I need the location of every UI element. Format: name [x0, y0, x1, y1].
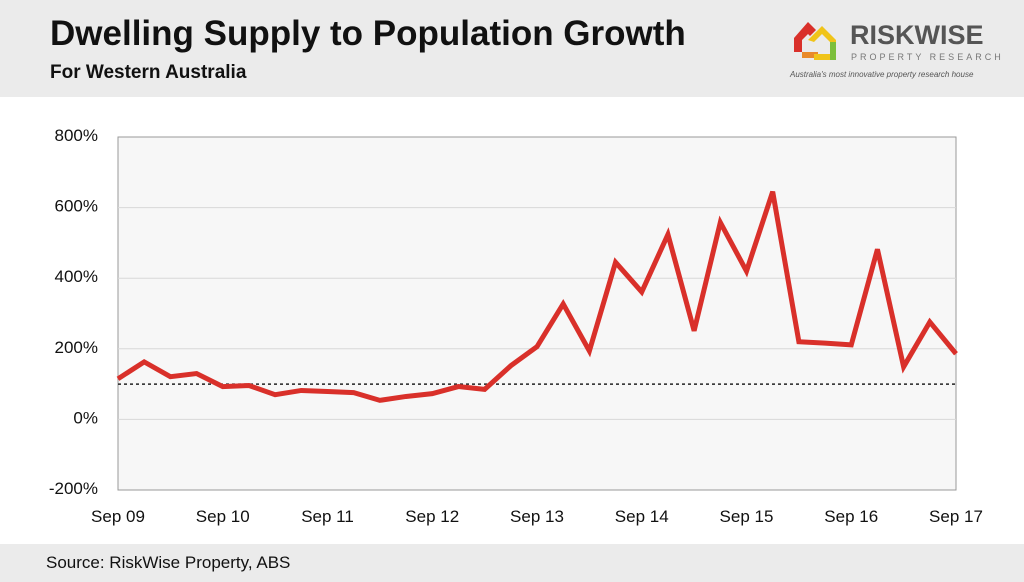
- chart-subtitle: For Western Australia: [50, 62, 247, 83]
- y-tick-label: 400%: [55, 267, 98, 286]
- data-point: [457, 386, 459, 388]
- house-logo-icon: [794, 22, 836, 60]
- data-point: [641, 291, 643, 293]
- data-point: [615, 261, 617, 263]
- data-point: [248, 385, 250, 387]
- data-point: [955, 353, 957, 355]
- data-point: [117, 378, 119, 380]
- data-point: [746, 270, 747, 272]
- header: Dwelling Supply to Population Growth For…: [0, 0, 1024, 97]
- data-point: [379, 399, 381, 401]
- data-point: [719, 221, 721, 223]
- data-point: [353, 392, 355, 394]
- logo-tagline: Australia's most innovative property res…: [790, 70, 974, 79]
- data-point: [562, 303, 564, 305]
- data-point: [798, 341, 800, 343]
- x-tick-label: Sep 14: [615, 507, 669, 526]
- y-tick-label: 200%: [55, 338, 98, 357]
- data-point: [667, 233, 669, 235]
- footer: Source: RiskWise Property, ABS: [0, 544, 1024, 582]
- data-point: [876, 248, 878, 250]
- data-point: [772, 191, 774, 193]
- data-point: [274, 394, 276, 396]
- riskwise-logo: RISKWISE PROPERTY RESEARCH Australia's m…: [790, 18, 1001, 84]
- source-note: Source: RiskWise Property, ABS: [46, 553, 291, 572]
- data-point: [300, 389, 302, 391]
- data-point: [850, 344, 852, 346]
- x-tick-label: Sep 11: [301, 507, 354, 526]
- x-tick-label: Sep 16: [824, 507, 878, 526]
- data-point: [588, 350, 590, 352]
- data-point: [824, 342, 826, 344]
- data-point: [222, 386, 224, 388]
- y-tick-label: 800%: [55, 126, 98, 145]
- x-tick-label: Sep 17: [929, 507, 983, 526]
- data-point: [143, 361, 145, 363]
- x-tick-label: Sep 15: [720, 507, 774, 526]
- data-point: [903, 366, 905, 368]
- logo-name: RISKWISE: [850, 20, 984, 50]
- data-point: [169, 376, 171, 378]
- data-point: [327, 391, 328, 393]
- logo-sub: PROPERTY RESEARCH: [851, 52, 1004, 62]
- plot-area: [117, 136, 957, 491]
- x-tick-label: Sep 12: [405, 507, 459, 526]
- y-tick-label: -200%: [49, 479, 98, 498]
- data-point: [929, 321, 931, 323]
- data-point: [196, 373, 198, 375]
- x-tick-label: Sep 10: [196, 507, 250, 526]
- data-point: [510, 365, 512, 367]
- data-point: [536, 346, 538, 348]
- x-tick-label: Sep 13: [510, 507, 564, 526]
- chart-title: Dwelling Supply to Population Growth: [50, 14, 686, 53]
- data-point: [431, 393, 433, 395]
- data-point: [484, 388, 486, 390]
- x-tick-label: Sep 09: [91, 507, 145, 526]
- data-point: [693, 330, 695, 332]
- y-tick-label: 600%: [55, 197, 98, 216]
- data-point: [405, 395, 407, 397]
- y-tick-label: 0%: [73, 408, 98, 427]
